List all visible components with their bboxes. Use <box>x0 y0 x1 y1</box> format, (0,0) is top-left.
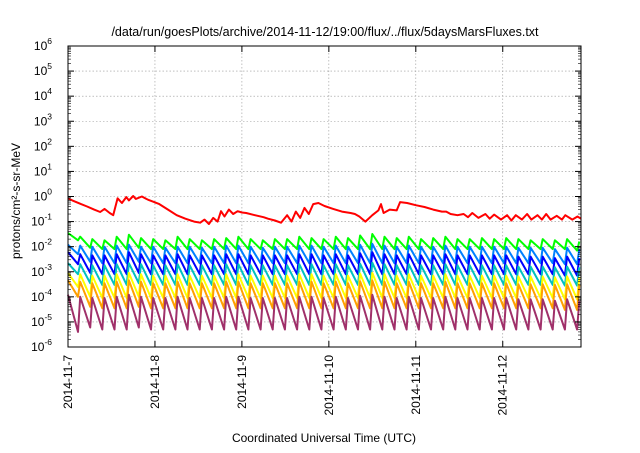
series-line-8 <box>67 293 581 333</box>
plot-frame <box>67 45 582 348</box>
y-tick-label: 10-5 <box>31 312 52 329</box>
y-tick-label: 10-1 <box>31 212 52 229</box>
x-tick-label: 2014-11-10 <box>322 355 336 416</box>
series-line-6 <box>67 271 581 301</box>
x-tick-label: 2014-11-9 <box>235 355 249 409</box>
y-tick-label: 106 <box>34 36 52 53</box>
x-tick-label: 2014-11-11 <box>409 355 423 415</box>
y-axis-label: protons/cm²-s-sr-MeV <box>9 143 23 259</box>
axis-ticks: 10-6 10-5 10-4 10-3 10-2 10-1 100 101 102 103 104 1… <box>31 36 581 416</box>
series-line-7 <box>67 279 581 311</box>
series-line-5 <box>67 261 581 287</box>
y-tick-label: 101 <box>34 161 52 178</box>
series-line-4 <box>67 251 581 277</box>
y-tick-label: 103 <box>34 111 52 128</box>
series-line-1 <box>67 195 582 225</box>
y-tick-label: 10-4 <box>31 287 52 304</box>
x-tick-label: 2014-11-12 <box>496 355 510 416</box>
y-tick-label: 10-3 <box>31 262 52 279</box>
x-axis-label: Coordinated Universal Time (UTC) <box>232 431 416 445</box>
y-tick-label: 10-2 <box>31 237 52 254</box>
y-tick-label: 104 <box>34 86 52 103</box>
chart-title: /data/run/goesPlots/archive/2014-11-12/1… <box>111 25 539 39</box>
x-tick-label: 2014-11-7 <box>61 355 75 409</box>
grid <box>68 46 581 347</box>
series-line-2 <box>67 232 581 252</box>
x-tick-label: 2014-11-8 <box>148 355 162 409</box>
y-tick-label: 102 <box>34 136 52 153</box>
y-tick-label: 10-6 <box>31 337 52 354</box>
y-tick-label: 105 <box>34 61 52 78</box>
series-line-3 <box>67 242 581 266</box>
series-lines <box>67 195 582 333</box>
y-tick-label: 100 <box>34 187 52 204</box>
